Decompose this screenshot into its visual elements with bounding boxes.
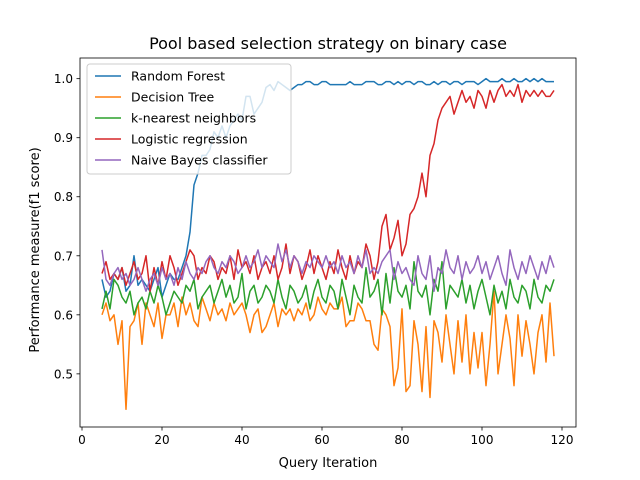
y-tick-label: 1.0: [54, 72, 73, 86]
y-tick-label: 0.6: [54, 308, 73, 322]
legend-label-3: Logistic regression: [131, 132, 248, 147]
y-tick-label: 0.9: [54, 131, 73, 145]
x-tick-label: 60: [314, 433, 329, 447]
y-axis-label: Performance measure(f1 score): [28, 147, 43, 352]
axes: 0 20 40 60 80 100 120 0.5 0.6 0.7 0.8 0.9 1.0: [54, 57, 577, 447]
series-line-3: [101, 83, 555, 292]
x-tick-label: 80: [394, 433, 409, 447]
y-tick-label: 0.7: [54, 249, 73, 263]
x-tick-label: 20: [154, 433, 169, 447]
legend-label-0: Random Forest: [131, 69, 225, 84]
x-tick-label: 120: [551, 433, 574, 447]
plot-lines: [101, 77, 555, 411]
y-tick-label: 0.5: [54, 367, 73, 381]
x-tick-label: 40: [234, 433, 249, 447]
series-line-4: [101, 243, 555, 292]
series-line-1: [101, 290, 555, 411]
series-line-2: [101, 260, 555, 316]
x-tick-label: 0: [78, 433, 86, 447]
y-tick-label: 0.8: [54, 190, 73, 204]
chart-title: Pool based selection strategy on binary …: [149, 34, 507, 53]
legend-box: [86, 63, 292, 175]
legend-label-2: k-nearest neighbors: [131, 111, 256, 126]
legend: Random Forest Decision Tree k-nearest neig…: [86, 63, 292, 175]
x-axis-label: Query Iteration: [279, 456, 378, 471]
x-tick-label: 100: [471, 433, 494, 447]
legend-label-4: Naive Bayes classifier: [131, 153, 268, 168]
legend-label-1: Decision Tree: [131, 90, 215, 105]
plot-frame: [79, 57, 577, 428]
